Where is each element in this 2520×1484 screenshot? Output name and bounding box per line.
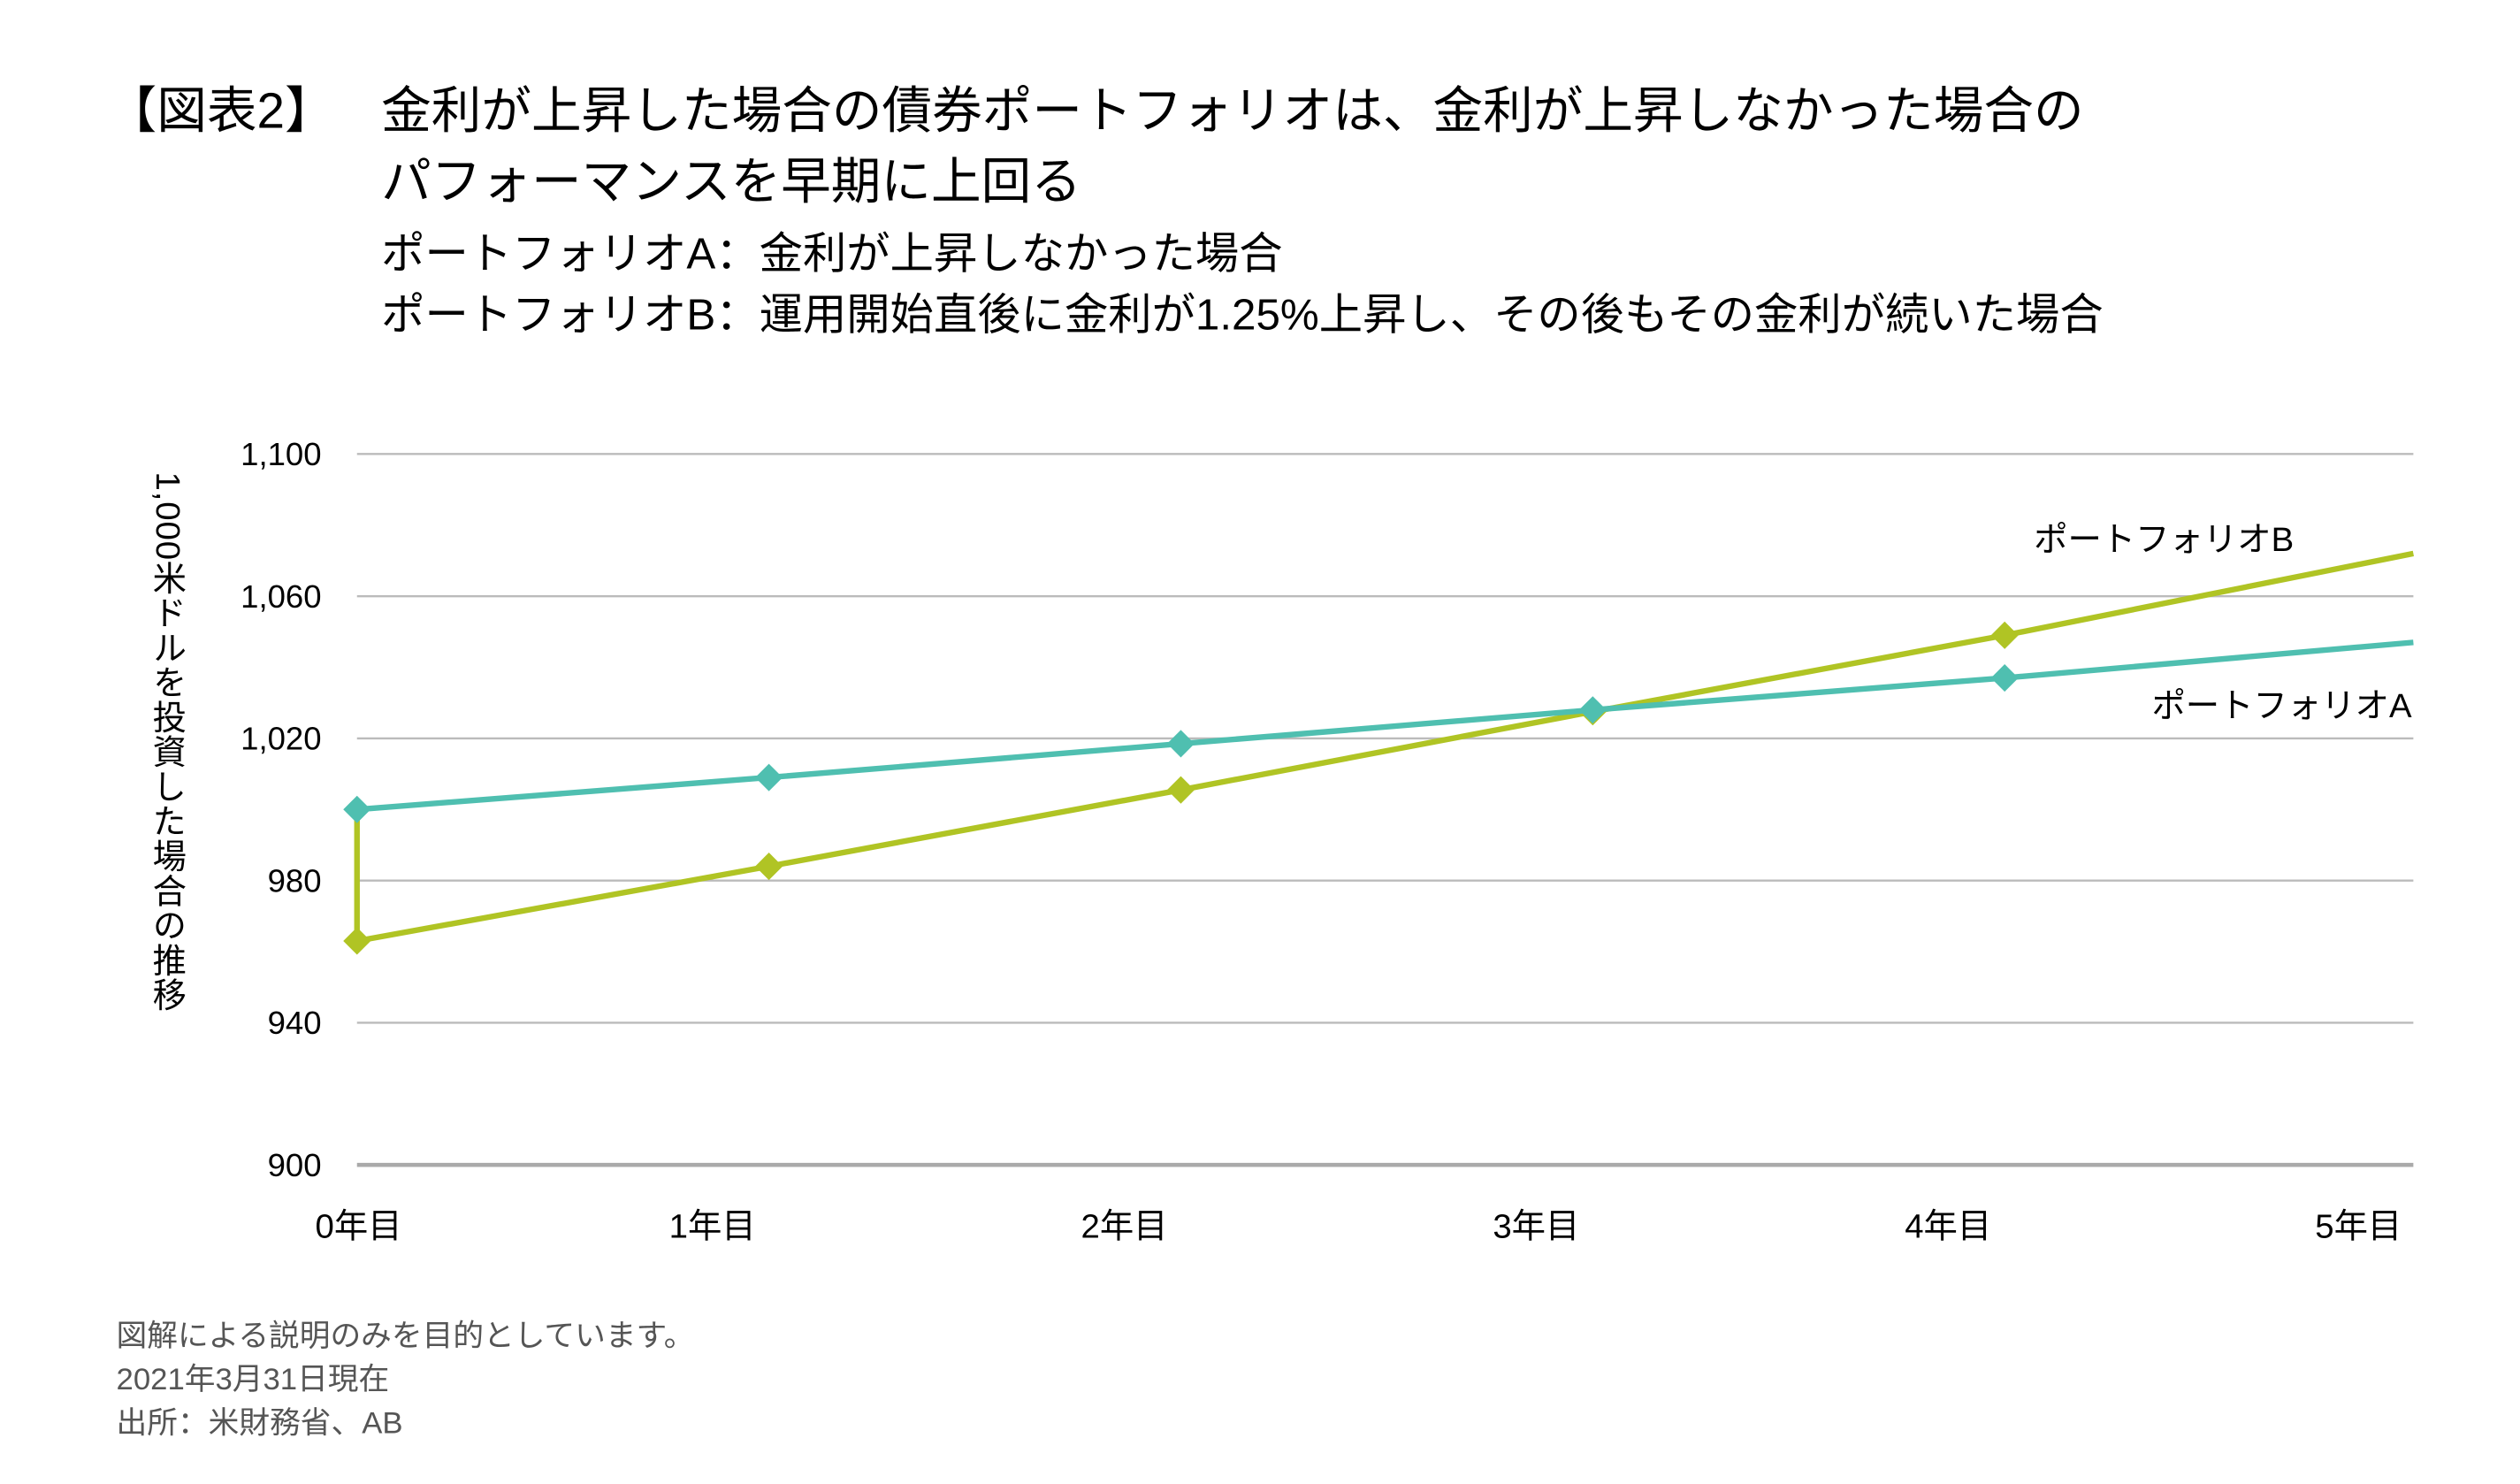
- footnote-source: 出所：米財務省、AB: [116, 1407, 403, 1442]
- data-point-marker: [755, 763, 783, 792]
- footnote-disclaimer: 図解による説明のみを目的としています。: [116, 1320, 695, 1354]
- y-tick-label: 1,100: [241, 436, 321, 472]
- chart-title-line1: 金利が上昇した場合の債券ポートフォリオは、金利が上昇しなかった場合の: [381, 82, 2084, 140]
- data-point-marker: [1166, 776, 1195, 804]
- data-point-marker: [1578, 696, 1607, 724]
- data-point-marker: [1990, 664, 2019, 692]
- y-axis-label: 1,000米ドルを投資した場合の推移: [149, 471, 187, 1013]
- y-tick-label: 980: [268, 862, 322, 899]
- series-label-portfolio-b: ポートフォリオB: [2034, 521, 2294, 559]
- x-tick-label: 3年目: [1493, 1207, 1579, 1245]
- x-tick-label: 4年目: [1905, 1207, 1991, 1245]
- y-tick-label: 1,060: [241, 578, 321, 615]
- data-point-marker: [1990, 621, 2019, 649]
- series-line-portfolio-b: [354, 550, 2415, 945]
- data-point-marker: [343, 927, 371, 955]
- subtitle-portfolio-b: ポートフォリオB：運用開始直後に金利が1.25%上昇し、その後もその金利が続いた…: [381, 290, 2104, 340]
- data-point-marker: [343, 795, 371, 823]
- subtitle-portfolio-a: ポートフォリオA：金利が上昇しなかった場合: [381, 229, 1283, 279]
- x-tick-label: 2年目: [1081, 1207, 1167, 1245]
- data-point-marker: [1166, 730, 1195, 758]
- y-tick-label: 900: [268, 1147, 322, 1183]
- y-tick-label: 940: [268, 1005, 322, 1041]
- data-point-marker: [755, 853, 783, 881]
- x-tick-label: 0年目: [316, 1207, 402, 1245]
- figure-label: 【図表2】: [106, 82, 335, 140]
- footnote-date: 2021年3月31日現在: [116, 1363, 390, 1398]
- x-tick-label: 5年目: [2315, 1207, 2402, 1245]
- x-tick-label: 1年目: [669, 1207, 756, 1245]
- chart-title-line2: パフォーマンスを早期に上回る: [381, 153, 1081, 210]
- series-line-portfolio-a: [356, 639, 2414, 813]
- series-label-portfolio-a: ポートフォリオA: [2151, 687, 2412, 725]
- y-tick-label: 1,020: [241, 721, 321, 757]
